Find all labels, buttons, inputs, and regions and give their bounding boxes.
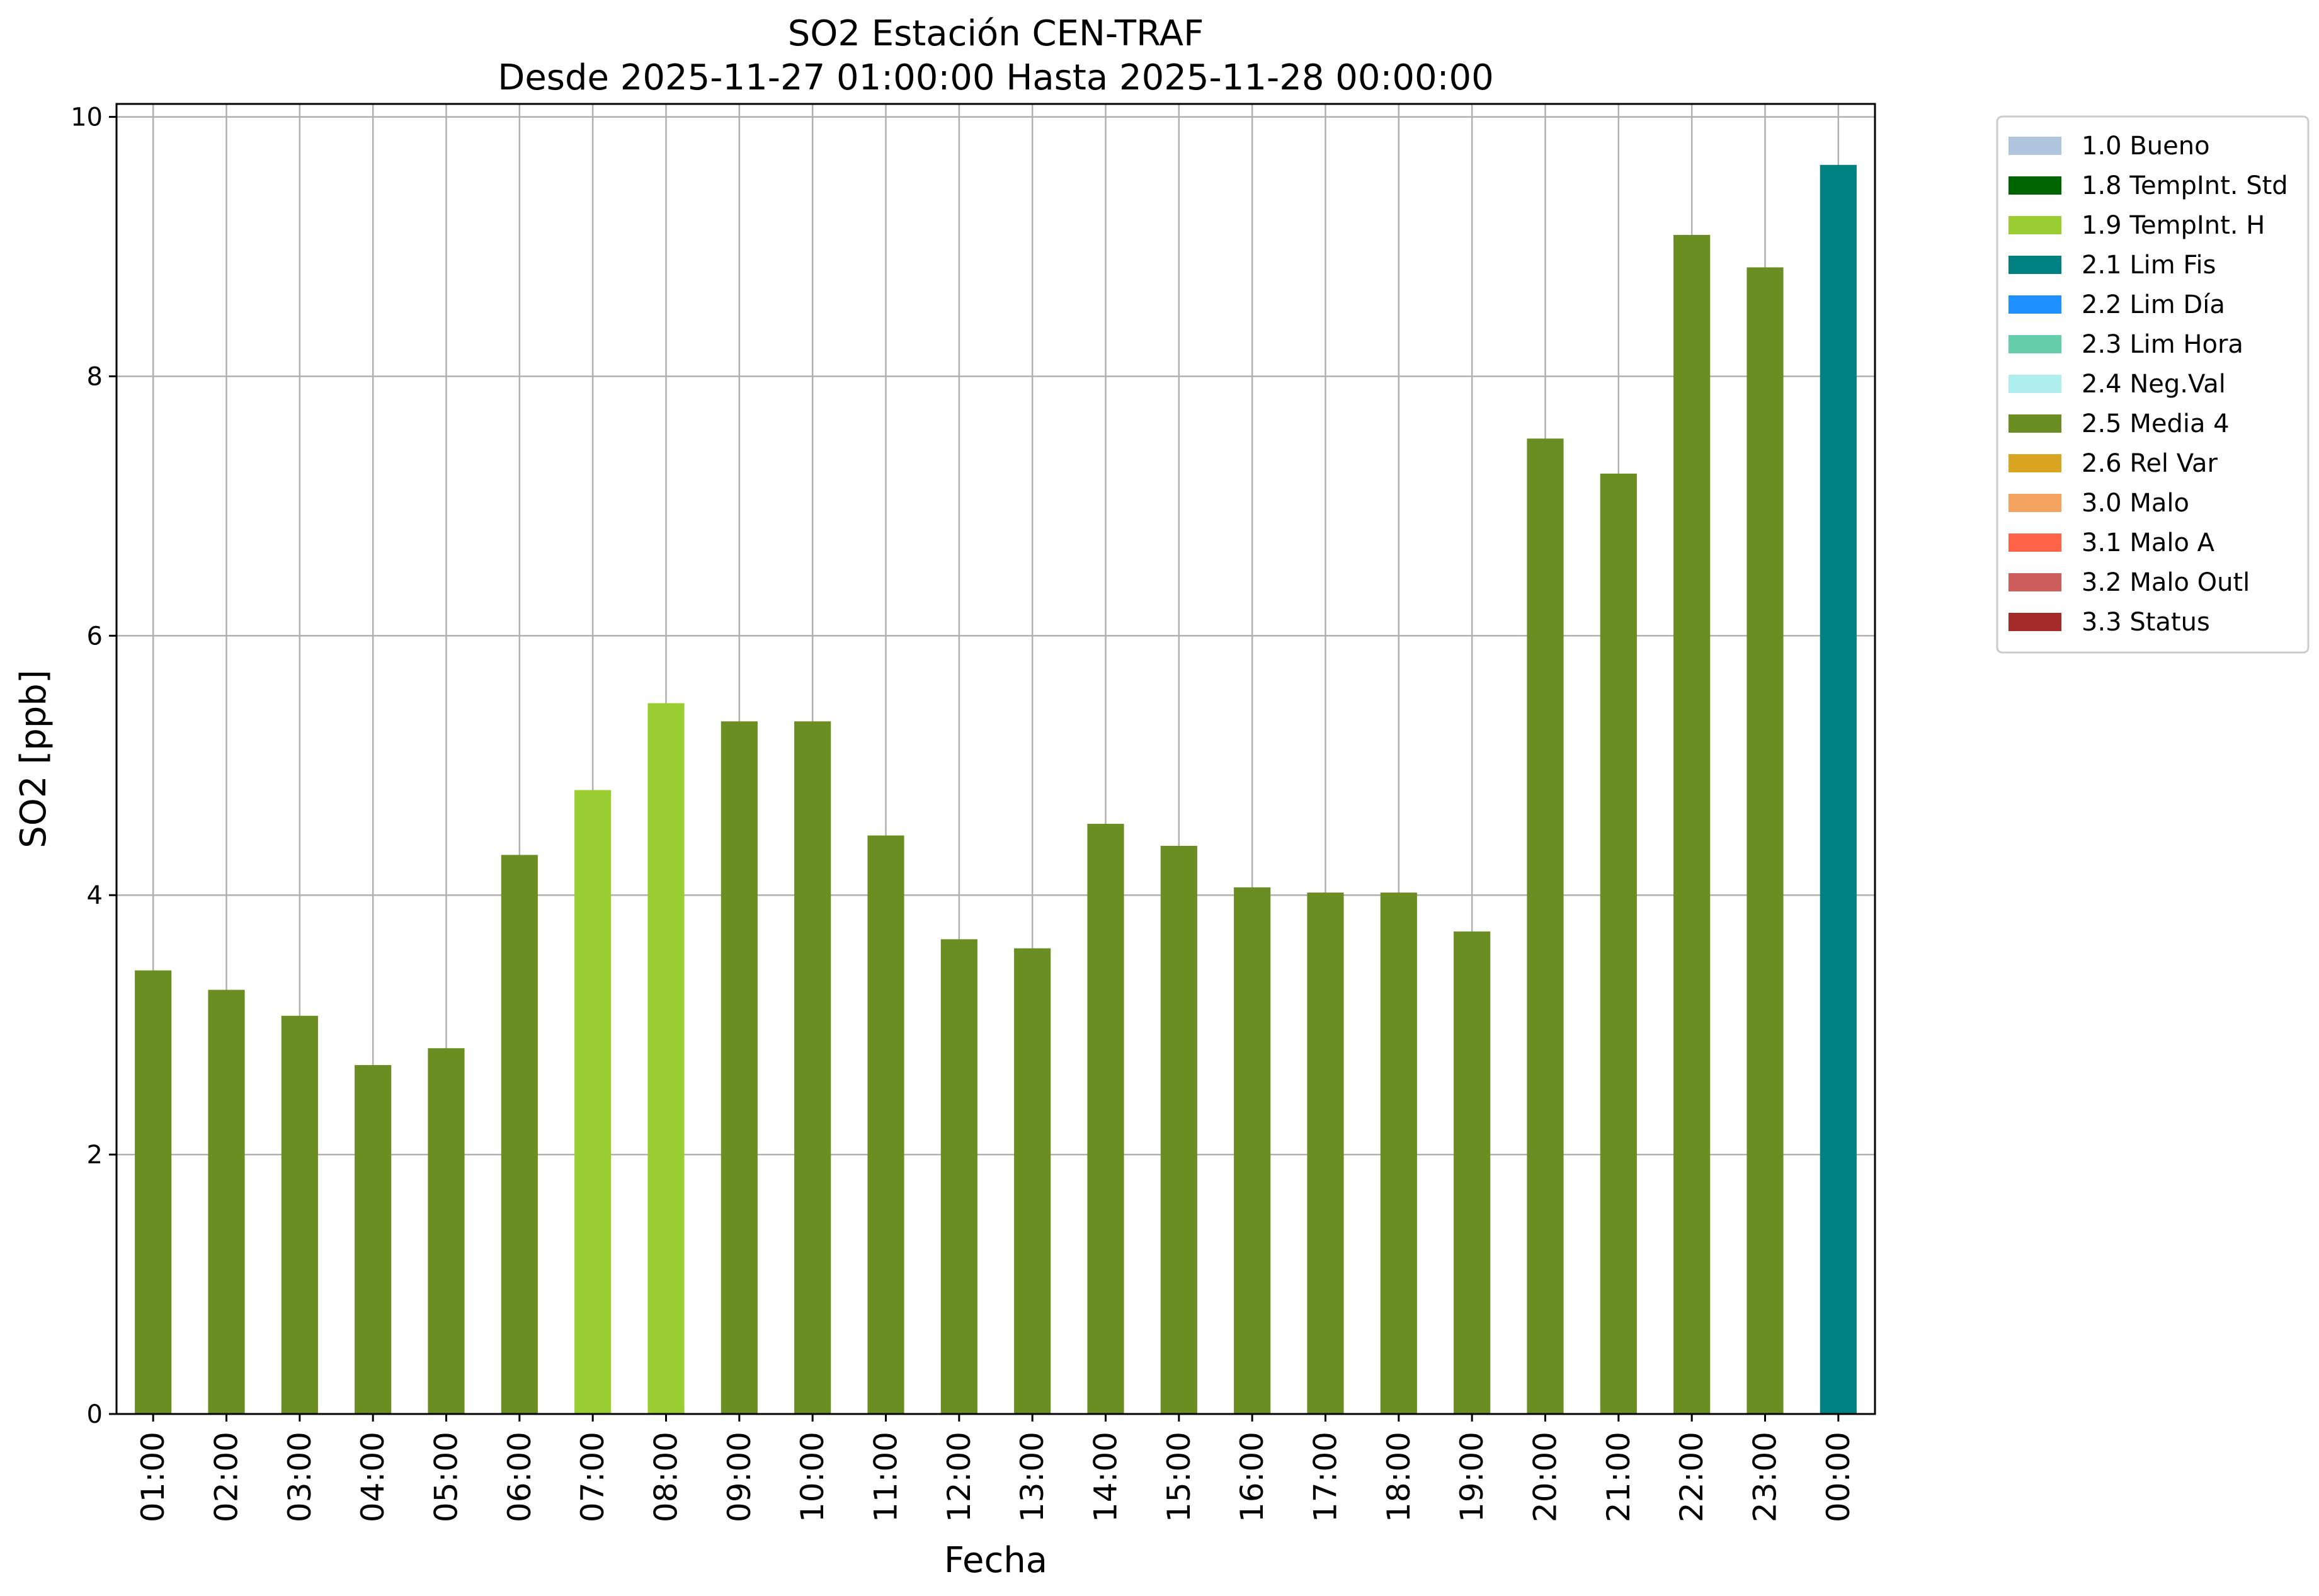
bar: [721, 721, 758, 1414]
x-tick-label: 04:00: [355, 1432, 391, 1522]
legend-swatch: [2008, 454, 2061, 472]
x-tick-label: 03:00: [282, 1432, 318, 1522]
x-tick-label: 01:00: [135, 1432, 171, 1522]
bar: [867, 835, 904, 1414]
bar: [428, 1048, 465, 1414]
x-tick-label: 13:00: [1014, 1432, 1051, 1522]
legend-label: 3.3 Status: [2082, 608, 2210, 637]
legend-swatch: [2008, 494, 2061, 512]
x-tick-label: 14:00: [1088, 1432, 1124, 1522]
y-axis-label: SO2 [ppb]: [13, 670, 54, 848]
plot-frame: [115, 103, 1876, 1415]
legend-swatch: [2008, 256, 2061, 274]
x-tick-label: 05:00: [428, 1432, 465, 1522]
x-tick-label: 02:00: [208, 1432, 245, 1522]
legend-swatch: [2008, 295, 2061, 314]
x-axis: 01:00 02:00 03:00 04:00 05:00 06:00 07:00 08:00…: [135, 1414, 1857, 1522]
bars: [135, 164, 1857, 1415]
legend-label: 3.1 Malo A: [2082, 528, 2215, 557]
legend-frame: [1996, 115, 2310, 654]
bar: [1673, 235, 1711, 1414]
bar: [1087, 823, 1124, 1414]
bar: [794, 721, 831, 1414]
legend-label: 2.3 Lim Hora: [2082, 330, 2243, 359]
bar: [1014, 948, 1051, 1414]
legend-label: 1.9 TempInt. H: [2082, 211, 2265, 240]
bar: [940, 939, 977, 1414]
legend-swatch: [2008, 176, 2061, 195]
legend: 1.0 Bueno 1.8 TempInt. Std 1.9 TempInt. H 2…: [1996, 115, 2310, 654]
bar: [1820, 164, 1857, 1414]
legend-label: 2.1 Lim Fis: [2082, 251, 2216, 280]
x-tick-label: 00:00: [1820, 1432, 1857, 1522]
bar: [647, 703, 685, 1414]
legend-label: 2.6 Rel Var: [2082, 449, 2218, 478]
x-tick-label: 15:00: [1161, 1432, 1197, 1522]
bar: [1160, 845, 1197, 1414]
legend-swatch: [2008, 613, 2061, 631]
bar: [574, 790, 612, 1414]
x-tick-label: 07:00: [574, 1432, 611, 1522]
legend-swatch: [2008, 137, 2061, 155]
legend-label: 1.0 Bueno: [2082, 132, 2210, 161]
bar: [208, 989, 245, 1414]
bar: [355, 1065, 392, 1414]
y-tick-label: 6: [87, 622, 103, 651]
chart-subtitle: Desde 2025-11-27 01:00:00 Hasta 2025-11-…: [498, 57, 1494, 98]
x-tick-label: 17:00: [1308, 1432, 1344, 1522]
bar: [1380, 892, 1417, 1414]
legend-swatch: [2008, 335, 2061, 353]
bar: [501, 855, 538, 1414]
legend-label: 1.8 TempInt. Std: [2082, 171, 2288, 200]
legend-label: 3.0 Malo: [2082, 489, 2189, 518]
x-tick-label: 22:00: [1673, 1432, 1710, 1522]
legend-swatch: [2008, 216, 2061, 234]
x-tick-label: 11:00: [868, 1432, 904, 1522]
chart-title: SO2 Estación CEN-TRAF: [788, 13, 1204, 54]
bar: [1234, 887, 1271, 1414]
x-tick-label: 19:00: [1454, 1432, 1490, 1522]
y-tick-label: 4: [87, 881, 103, 910]
x-tick-label: 23:00: [1747, 1432, 1784, 1522]
legend-swatch: [2008, 573, 2061, 591]
bar: [1527, 438, 1564, 1415]
x-tick-label: 10:00: [794, 1432, 831, 1522]
bar: [281, 1015, 318, 1414]
legend-swatch: [2008, 375, 2061, 393]
legend-label: 2.4 Neg.Val: [2082, 370, 2226, 399]
legend-swatch: [2008, 414, 2061, 433]
x-tick-label: 18:00: [1381, 1432, 1417, 1522]
x-tick-label: 16:00: [1234, 1432, 1270, 1522]
legend-swatch: [2008, 533, 2061, 552]
y-axis: 0 2 4 6 8 10: [71, 103, 117, 1429]
legend-label: 2.5 Media 4: [2082, 409, 2230, 438]
x-tick-label: 21:00: [1600, 1432, 1637, 1522]
x-tick-label: 09:00: [721, 1432, 758, 1522]
x-tick-label: 06:00: [501, 1432, 538, 1522]
y-tick-label: 8: [87, 362, 103, 391]
x-tick-label: 20:00: [1527, 1432, 1564, 1522]
bar: [1307, 892, 1344, 1414]
y-tick-label: 0: [87, 1400, 103, 1429]
x-tick-label: 12:00: [941, 1432, 977, 1522]
x-tick-label: 08:00: [648, 1432, 685, 1522]
y-tick-label: 2: [87, 1141, 103, 1170]
bar: [1746, 267, 1784, 1415]
x-axis-label: Fecha: [944, 1540, 1047, 1581]
bar: [135, 970, 172, 1414]
legend-label: 2.2 Lim Día: [2082, 290, 2225, 319]
legend-label: 3.2 Malo Outl: [2082, 568, 2250, 597]
y-tick-label: 10: [71, 103, 103, 132]
bar: [1454, 931, 1491, 1414]
bar: [1600, 473, 1637, 1414]
